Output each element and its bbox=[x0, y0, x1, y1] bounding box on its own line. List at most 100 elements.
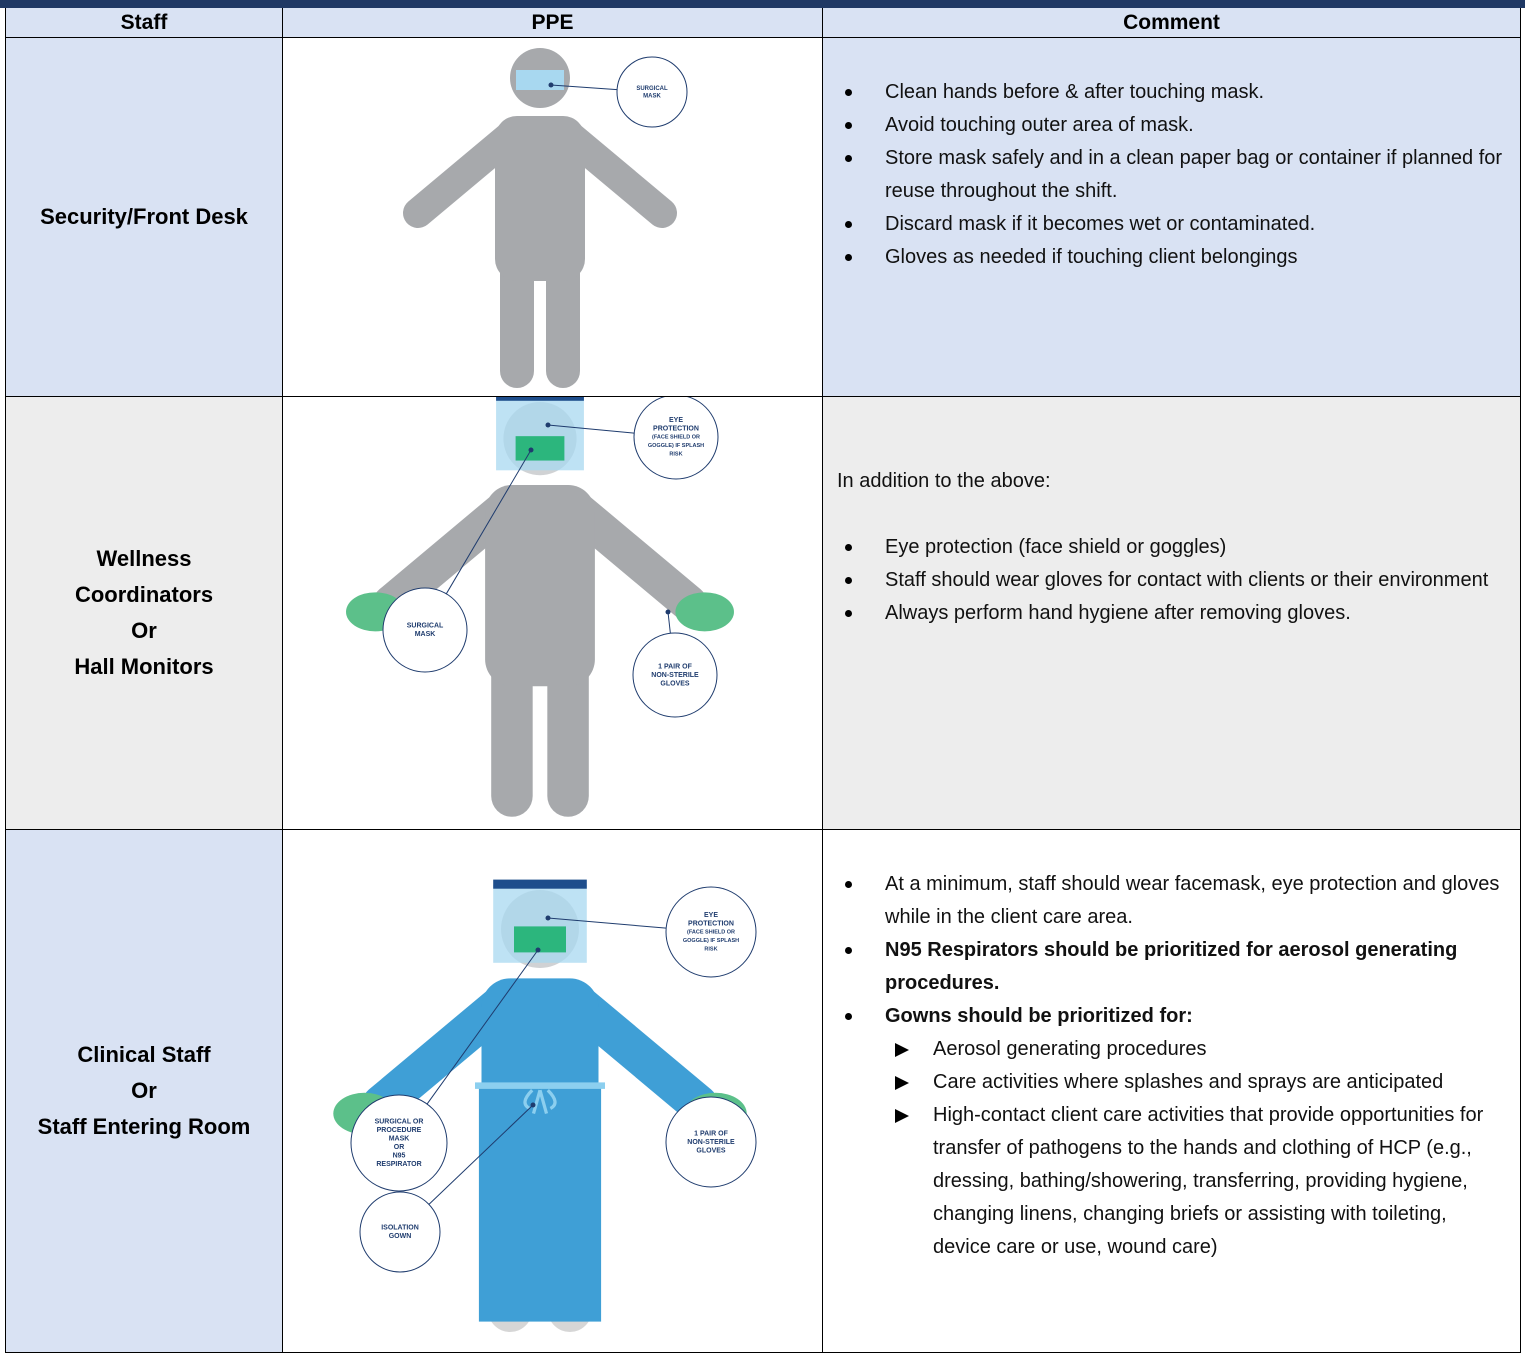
leg bbox=[500, 248, 534, 388]
bullet-item: Eye protection (face shield or goggles) bbox=[823, 531, 1520, 564]
gown-bow bbox=[523, 1089, 557, 1115]
shield-band bbox=[493, 879, 587, 889]
bullet-dot bbox=[845, 89, 852, 96]
header-text: Staff bbox=[120, 10, 168, 34]
bullet-text: N95 Respirators should be prioritized fo… bbox=[885, 939, 1458, 994]
callout-text: RESPIRATOR bbox=[376, 1161, 421, 1168]
callout-text: RISK bbox=[704, 946, 717, 952]
person bbox=[403, 48, 677, 388]
callout-circle bbox=[616, 56, 688, 128]
callout-line bbox=[445, 449, 532, 595]
staff-label: Coordinators bbox=[74, 582, 214, 607]
bullet-item: N95 Respirators should be prioritized fo… bbox=[823, 934, 1520, 1000]
bullet-item: Store mask safely and in a clean paper b… bbox=[823, 142, 1520, 208]
bullet-dot bbox=[845, 122, 852, 129]
callout-line bbox=[550, 84, 618, 91]
bullet-item: Gowns should be prioritized for: bbox=[823, 1000, 1520, 1033]
sub-bullet-text: Care activities where splashes and spray… bbox=[933, 1071, 1444, 1093]
callout-text: ISOLATION bbox=[381, 1225, 419, 1232]
callout-text: 1 PAIR OF bbox=[694, 1130, 728, 1137]
callout-circle bbox=[382, 587, 468, 673]
arm bbox=[403, 121, 525, 228]
comment-cell: Clean hands before & after touching mask… bbox=[823, 38, 1521, 397]
bullet-item: At a minimum, staff should wear facemask… bbox=[823, 868, 1520, 934]
callout-text: GOWN bbox=[389, 1233, 412, 1240]
callout-dot bbox=[548, 82, 554, 88]
callout-line bbox=[667, 611, 671, 634]
bullet-dot bbox=[845, 947, 852, 954]
callout-text: NON-STERILE bbox=[651, 672, 699, 679]
callout-text: GLOVES bbox=[696, 1147, 726, 1154]
header-cell: Comment bbox=[823, 8, 1521, 38]
callout-text: (FACE SHIELD OR bbox=[652, 434, 700, 440]
bullet-text: Store mask safely and in a clean paper b… bbox=[885, 147, 1503, 202]
leg bbox=[546, 248, 580, 388]
bullet-text: Clean hands before & after touching mask… bbox=[885, 81, 1265, 103]
comment-cell: In addition to the above: Eye protection … bbox=[823, 397, 1521, 830]
staff-label: Or bbox=[131, 618, 157, 643]
callout-circle bbox=[665, 1096, 757, 1188]
bullet-text: Gloves as needed if touching client belo… bbox=[885, 246, 1298, 268]
arm bbox=[555, 121, 677, 228]
callout-circle bbox=[633, 397, 719, 480]
staff-label: Staff Entering Room bbox=[37, 1114, 251, 1139]
header-cell: PPE bbox=[283, 8, 823, 38]
bullet-dot bbox=[845, 577, 852, 584]
callout-text: MASK bbox=[415, 631, 436, 638]
bullet-dot bbox=[845, 544, 852, 551]
person bbox=[346, 397, 734, 817]
callout-text: SURGICAL OR bbox=[375, 1119, 424, 1126]
bullet-dot bbox=[845, 1013, 852, 1020]
bullet-item: Always perform hand hygiene after removi… bbox=[823, 597, 1520, 630]
bullet-text: At a minimum, staff should wear facemask… bbox=[885, 873, 1500, 928]
callout-line bbox=[547, 917, 667, 929]
bullet-dot bbox=[845, 221, 852, 228]
callout-dot bbox=[545, 915, 551, 921]
arm bbox=[372, 491, 522, 622]
bullet-item: Discard mask if it becomes wet or contam… bbox=[823, 208, 1520, 241]
person bbox=[333, 879, 747, 1332]
bullet-dot bbox=[845, 155, 852, 162]
staff-cell: Clinical Staff Or Staff Entering Room bbox=[6, 830, 283, 1353]
callout-text: N95 bbox=[393, 1153, 406, 1160]
callout-text: GLOVES bbox=[660, 680, 690, 687]
torso bbox=[485, 484, 595, 687]
callout-circle bbox=[350, 1094, 448, 1192]
callout-dot bbox=[535, 947, 541, 953]
header-cell: Staff bbox=[6, 8, 283, 38]
comment-cell: At a minimum, staff should wear facemask… bbox=[823, 830, 1521, 1353]
bullet-dot bbox=[845, 881, 852, 888]
torso bbox=[495, 116, 585, 281]
bullet-item: Staff should wear gloves for contact wit… bbox=[823, 564, 1520, 597]
staff-cell: Wellness Coordinators Or Hall Monitors bbox=[6, 397, 283, 830]
callout-line bbox=[426, 949, 539, 1105]
sub-bullet-arrow bbox=[895, 1076, 909, 1090]
arm bbox=[361, 984, 521, 1124]
callout-text: PROCEDURE bbox=[377, 1127, 422, 1134]
staff-cell: Security/Front Desk bbox=[6, 38, 283, 397]
leg bbox=[491, 646, 533, 817]
sub-bullet-text: Aerosol generating procedures bbox=[933, 1038, 1207, 1060]
bullet-text: Eye protection (face shield or goggles) bbox=[885, 536, 1227, 558]
mask bbox=[515, 436, 565, 461]
callout-dot bbox=[665, 609, 671, 615]
callout-line bbox=[428, 1104, 534, 1205]
callout-text: 1 PAIR OF bbox=[658, 663, 692, 670]
staff-label: Or bbox=[131, 1078, 157, 1103]
bullet-text: Staff should wear gloves for contact wit… bbox=[885, 569, 1489, 591]
bullet-dot bbox=[845, 610, 852, 617]
staff-label: Wellness bbox=[96, 546, 192, 571]
callout-text: RISK bbox=[669, 451, 682, 457]
header-text: Comment bbox=[1123, 10, 1220, 34]
bullet-text: Avoid touching outer area of mask. bbox=[885, 114, 1194, 136]
comment-intro: In addition to the above: bbox=[837, 470, 1051, 492]
callout-circle bbox=[359, 1191, 441, 1273]
bullet-dot bbox=[845, 254, 852, 261]
bullet-item: Gloves as needed if touching client belo… bbox=[823, 241, 1520, 274]
callout-text: OR bbox=[394, 1144, 405, 1151]
callout-text: SURGICAL bbox=[636, 86, 668, 92]
callout-dot bbox=[545, 422, 551, 428]
callout-text: GOGGLE) IF SPLASH bbox=[683, 938, 739, 944]
